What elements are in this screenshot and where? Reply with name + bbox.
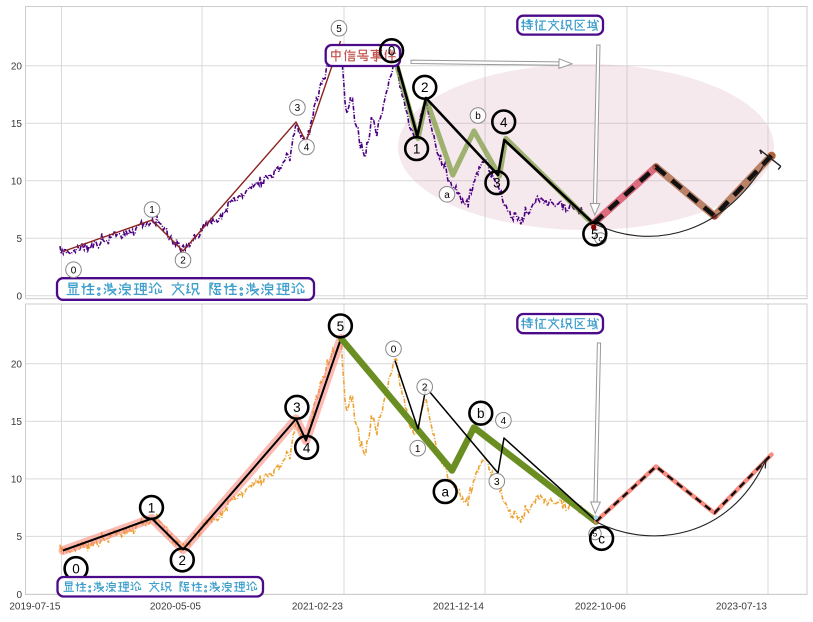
svg-text:3: 3 [295, 103, 301, 114]
svg-text:5: 5 [16, 532, 22, 543]
svg-text:4: 4 [500, 115, 508, 130]
svg-text:0: 0 [388, 44, 396, 59]
svg-text:2023-07-13: 2023-07-13 [716, 602, 768, 613]
svg-text:a: a [444, 190, 450, 201]
svg-text:10: 10 [11, 475, 23, 486]
svg-text:4: 4 [501, 416, 507, 427]
svg-text:c: c [598, 234, 603, 244]
svg-text:0: 0 [71, 265, 77, 276]
svg-text:20: 20 [11, 61, 23, 72]
svg-text:5: 5 [593, 529, 598, 539]
svg-text:1: 1 [413, 141, 421, 156]
svg-text:3: 3 [494, 477, 500, 488]
svg-text:20: 20 [11, 359, 23, 370]
svg-text:2: 2 [422, 382, 428, 393]
svg-text:3: 3 [293, 400, 301, 415]
svg-text:15: 15 [11, 417, 23, 428]
svg-text:4: 4 [303, 440, 311, 455]
svg-text:2021-02-23: 2021-02-23 [292, 602, 344, 613]
svg-text:15: 15 [11, 119, 23, 130]
svg-text:2021-12-14: 2021-12-14 [433, 602, 485, 613]
svg-text:2022-10-06: 2022-10-06 [575, 602, 627, 613]
svg-text:5: 5 [337, 319, 345, 334]
svg-text:10: 10 [11, 176, 23, 187]
svg-text:5: 5 [591, 227, 599, 242]
svg-text:2: 2 [421, 80, 429, 95]
svg-text:b: b [477, 406, 485, 421]
svg-text:c: c [598, 531, 605, 546]
svg-text:5: 5 [336, 24, 342, 35]
svg-text:2019-07-15: 2019-07-15 [9, 602, 61, 613]
svg-text:0: 0 [391, 344, 397, 355]
svg-text:1: 1 [149, 205, 155, 216]
svg-text:2: 2 [180, 256, 186, 267]
svg-text:b: b [475, 111, 481, 122]
svg-text:1: 1 [148, 500, 156, 515]
svg-text:2020-05-05: 2020-05-05 [150, 602, 202, 613]
svg-text:1: 1 [415, 444, 421, 455]
svg-text:3: 3 [493, 176, 501, 191]
svg-text:0: 0 [16, 590, 22, 601]
svg-text:0: 0 [16, 291, 22, 302]
svg-text:2: 2 [179, 553, 187, 568]
svg-text:0: 0 [72, 561, 80, 576]
svg-text:a: a [441, 484, 449, 499]
svg-text:5: 5 [16, 234, 22, 245]
svg-text:4: 4 [304, 143, 310, 154]
